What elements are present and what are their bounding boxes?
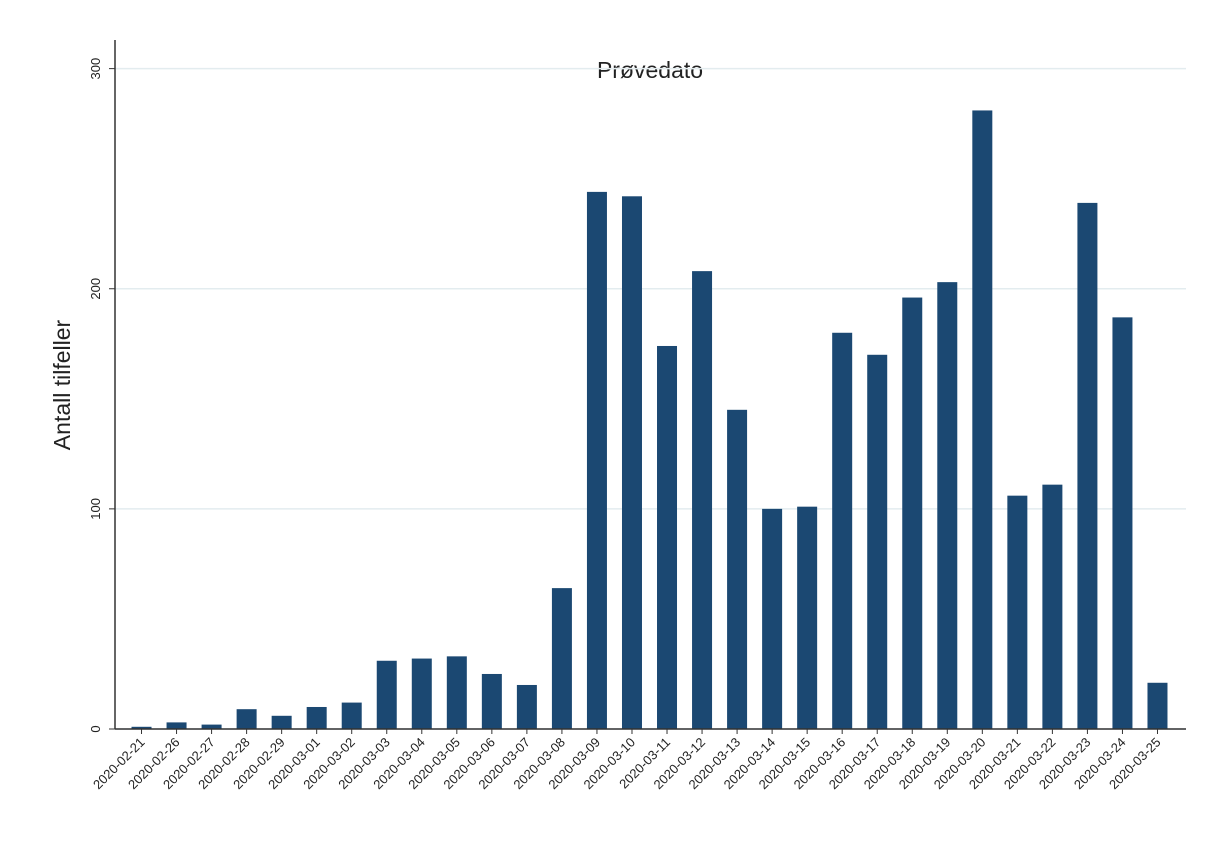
bar	[1147, 682, 1168, 729]
y-tick-label: 200	[88, 278, 103, 300]
bar	[1112, 317, 1133, 729]
bar	[902, 297, 923, 729]
bar	[621, 196, 642, 729]
chart-title: Prøvedato	[597, 57, 703, 83]
bar	[1077, 202, 1098, 730]
bar	[516, 684, 537, 729]
y-axis-label: Antall tilfeller	[49, 319, 75, 450]
bar	[131, 726, 152, 729]
bar	[657, 345, 678, 729]
bar	[762, 508, 783, 729]
bar	[341, 702, 362, 729]
bar	[692, 271, 713, 729]
bar	[306, 706, 327, 729]
bar	[446, 656, 467, 729]
bar	[166, 722, 187, 729]
bar	[481, 673, 502, 729]
bar	[937, 282, 958, 729]
bar	[271, 715, 292, 729]
bar	[1007, 495, 1028, 729]
y-tick-label: 300	[88, 58, 103, 80]
y-tick-label: 100	[88, 498, 103, 520]
bar	[972, 110, 993, 729]
bar	[832, 332, 853, 729]
bar	[551, 588, 572, 729]
bar	[727, 409, 748, 729]
bar	[1042, 484, 1063, 729]
bar	[797, 506, 818, 729]
y-tick-label: 0	[88, 725, 103, 732]
bar	[201, 724, 222, 729]
bar	[867, 354, 888, 729]
bar	[586, 191, 607, 729]
bar	[376, 660, 397, 729]
bar	[236, 709, 257, 729]
bar	[411, 658, 432, 729]
